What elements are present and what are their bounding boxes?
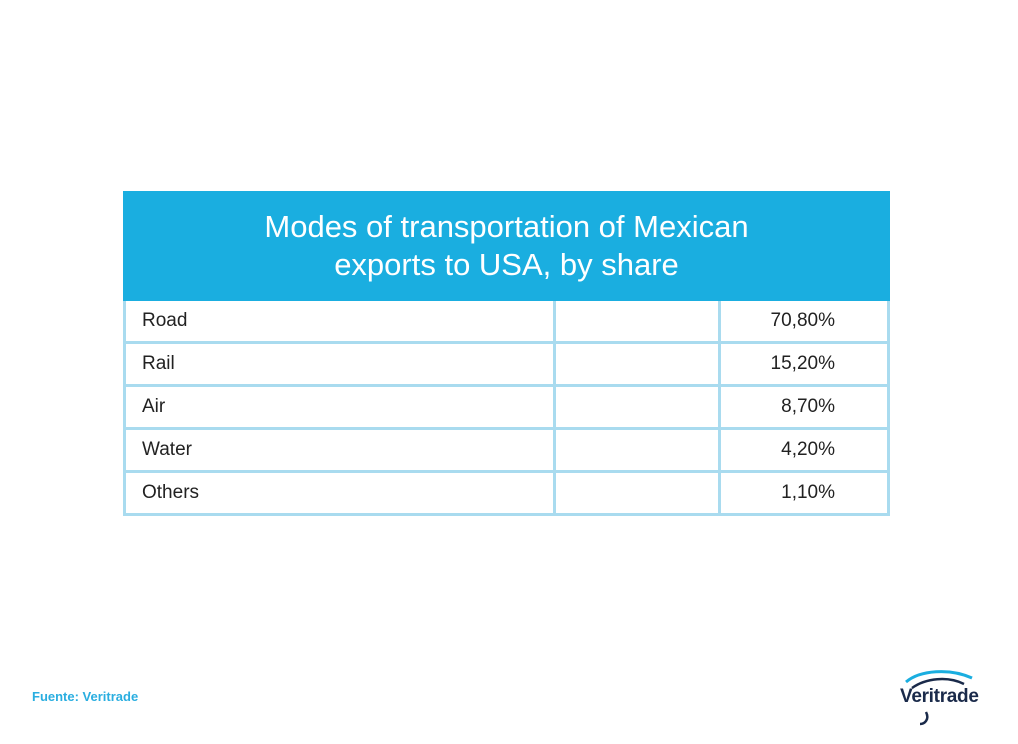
table-title-line-1: Modes of transportation of Mexican [264, 209, 749, 244]
table-row: Water 4,20% [126, 430, 887, 473]
row-value: 70,80% [770, 310, 835, 331]
table-row: Air 8,70% [126, 387, 887, 430]
source-note: Fuente: Veritrade [32, 689, 139, 704]
table-row: Others 1,10% [126, 473, 887, 516]
row-value: 15,20% [770, 353, 835, 374]
veritrade-logo: Veritrade [900, 668, 990, 728]
table-title-line-2: exports to USA, by share [334, 247, 679, 282]
row-label: Road [126, 301, 556, 341]
row-empty-cell [556, 344, 721, 384]
row-empty-cell [556, 430, 721, 470]
row-label: Air [126, 387, 556, 427]
logo-text: Veritrade [900, 686, 979, 707]
row-value: 8,70% [781, 396, 835, 417]
table-row: Rail 15,20% [126, 344, 887, 387]
row-empty-cell [556, 301, 721, 341]
row-empty-cell [556, 387, 721, 427]
data-table: Modes of transportation of Mexican expor… [123, 191, 890, 516]
row-empty-cell [556, 473, 721, 513]
row-label: Others [126, 473, 556, 513]
logo-swoosh-icon [905, 670, 973, 726]
table-row: Road 70,80% [126, 301, 887, 344]
row-label: Rail [126, 344, 556, 384]
row-label: Water [126, 430, 556, 470]
row-value: 1,10% [781, 482, 835, 503]
table-title: Modes of transportation of Mexican expor… [123, 191, 890, 301]
table-body: Road 70,80% Rail 15,20% Air 8,70% Water 4,20% Ot… [123, 301, 890, 516]
row-value: 4,20% [781, 439, 835, 460]
